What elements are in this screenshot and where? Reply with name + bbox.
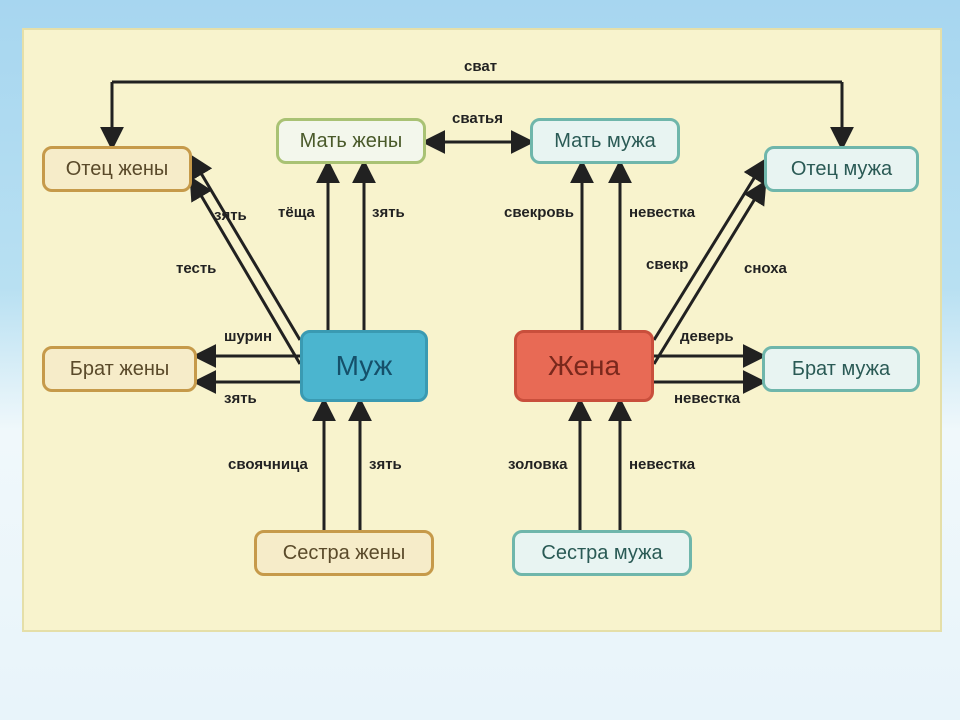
node-otets_zheny: Отец жены [42,146,192,192]
edge-label-14: золовка [508,456,567,473]
edge-label-12: деверь [680,328,734,345]
node-mat_muzha: Мать мужа [530,118,680,164]
edge-label-4: шурин [224,328,272,345]
edge-label-16: сватья [452,110,503,127]
edge-label-9: невестка [629,204,695,221]
node-sestra_zheny: Сестра жены [254,530,434,576]
edge-label-15: невестка [629,456,695,473]
node-sestra_muzha: Сестра мужа [512,530,692,576]
node-zhena: Жена [514,330,654,402]
edge-label-3: зять [372,204,405,221]
node-brat_zheny: Брат жены [42,346,197,392]
node-otets_muzha: Отец мужа [764,146,919,192]
edge-label-0: зять [214,207,247,224]
page-background: Отец жены Мать жены Мать мужа Отец мужа Брат… [0,0,960,720]
edge-label-2: тёща [278,204,315,221]
edge-label-5: зять [224,390,257,407]
edge-label-11: сноха [744,260,787,277]
edge-label-13: невестка [674,390,740,407]
diagram-panel: Отец жены Мать жены Мать мужа Отец мужа Брат… [22,28,942,632]
node-muzh: Муж [300,330,428,402]
node-brat_muzha: Брат мужа [762,346,920,392]
edge-label-10: свекр [646,256,688,273]
edge-label-1: тесть [176,260,216,277]
edge-label-18: сват [464,58,497,75]
edge-10 [654,162,764,340]
edge-0 [192,158,300,340]
edge-label-8: свекровь [504,204,574,221]
edge-label-6: своячница [228,456,308,473]
edge-label-7: зять [369,456,402,473]
node-mat_zheny: Мать жены [276,118,426,164]
